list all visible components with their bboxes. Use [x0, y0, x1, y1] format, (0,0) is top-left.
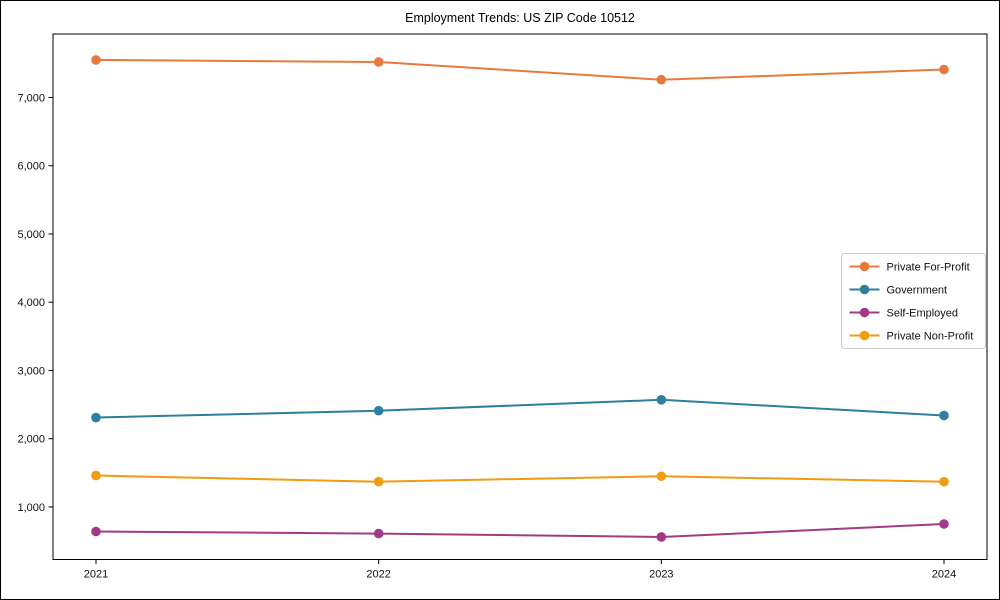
x-tick-label: 2024 [932, 569, 956, 581]
legend-label: Self-Employed [887, 307, 959, 319]
data-point [91, 55, 101, 65]
series-self-employed [91, 519, 949, 542]
data-point [373, 57, 384, 67]
data-point [939, 64, 949, 75]
y-tick-label: 5,000 [17, 229, 45, 241]
plot-frame [52, 33, 988, 560]
data-point [373, 476, 384, 487]
data-point [91, 526, 101, 537]
data-point [373, 405, 384, 416]
data-point [656, 532, 667, 542]
legend-label: Government [887, 284, 948, 296]
legend-label: Private Non-Profit [887, 330, 974, 342]
series-private-non-profit [91, 470, 949, 487]
legend-label: Private For-Profit [887, 261, 970, 273]
x-tick-label: 2023 [649, 569, 673, 581]
data-point [656, 471, 667, 482]
series-government [91, 395, 949, 423]
x-tick-label: 2021 [84, 569, 108, 581]
y-tick-label: 2,000 [17, 434, 45, 446]
data-point [373, 528, 384, 539]
legend: Private For-Profit Government Self-Employe… [841, 253, 986, 349]
data-point [656, 395, 667, 405]
data-point [91, 470, 101, 481]
y-tick-label: 1,000 [17, 502, 45, 514]
series-private-for-profit [91, 55, 949, 85]
y-tick-label: 6,000 [17, 161, 45, 173]
data-point [91, 412, 101, 423]
y-tick-label: 7,000 [17, 92, 45, 104]
x-tick-label: 2022 [366, 569, 390, 581]
data-point [939, 519, 949, 529]
y-tick-label: 3,000 [17, 365, 45, 377]
data-point [939, 476, 949, 487]
y-tick-label: 4,000 [17, 297, 45, 309]
x-axis: 2021 2022 2023 2024 [84, 559, 956, 581]
chart-title: Employment Trends: US ZIP Code 10512 [405, 11, 635, 25]
y-axis: 1,000 2,000 3,000 4,000 5,000 6,000 7,000 [17, 92, 53, 514]
data-point [939, 410, 949, 421]
data-point [656, 74, 667, 85]
